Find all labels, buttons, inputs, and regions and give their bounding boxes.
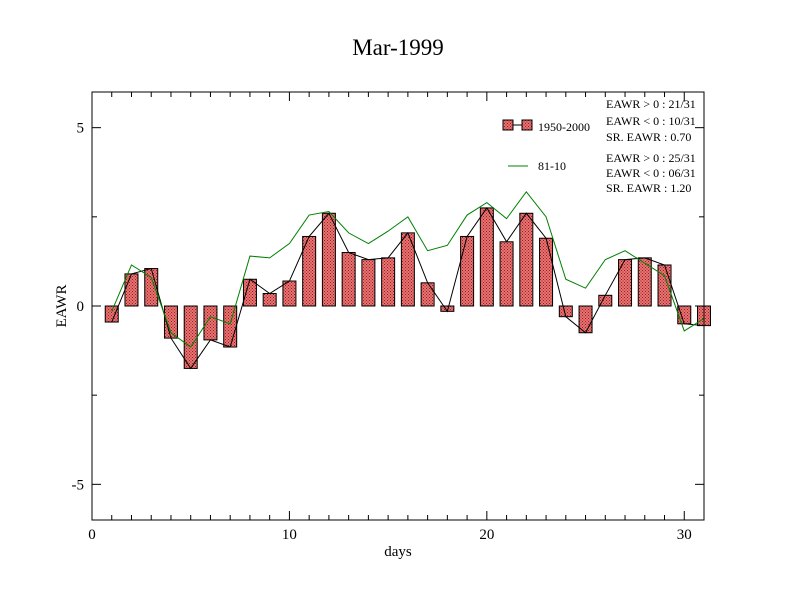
y-tick-label: -5	[72, 477, 85, 493]
x-tick-label: 20	[479, 527, 494, 543]
legend-label-1950-2000: 1950-2000	[538, 120, 590, 134]
legend: 1950-2000 81-10	[502, 119, 590, 173]
chart-title: Mar-1999	[352, 35, 444, 60]
bar	[499, 241, 514, 307]
bar	[381, 257, 396, 307]
bar	[420, 282, 435, 307]
bar	[479, 207, 494, 307]
stats-annotations: EAWR > 0 : 21/31 EAWR < 0 : 10/31 SR. EA…	[606, 97, 696, 195]
bar	[637, 257, 652, 307]
x-tick-label: 10	[282, 527, 297, 543]
bar	[519, 212, 534, 307]
stat-line: SR. EAWR : 0.70	[606, 130, 691, 144]
y-tick-label: 5	[77, 121, 85, 137]
bar	[223, 305, 238, 348]
bar	[262, 293, 277, 307]
legend-swatch-bar-1	[502, 119, 514, 131]
stat-line: EAWR < 0 : 06/31	[606, 166, 696, 180]
bar	[124, 273, 139, 307]
bar	[242, 278, 257, 307]
bar	[282, 280, 297, 307]
x-axis-label: days	[384, 544, 412, 560]
stat-line: EAWR > 0 : 21/31	[606, 97, 696, 111]
stat-line: EAWR < 0 : 10/31	[606, 114, 696, 128]
legend-swatch-bar-2	[521, 119, 533, 131]
bar-series-1950-2000	[104, 207, 711, 369]
x-tick-label: 30	[677, 527, 692, 543]
series-line-81-10	[111, 191, 705, 348]
bar	[104, 305, 119, 323]
bar	[618, 259, 633, 307]
bar	[657, 264, 672, 307]
line-series-group	[111, 191, 705, 370]
legend-label-81-10: 81-10	[538, 159, 566, 173]
stat-line: SR. EAWR : 1.20	[606, 181, 691, 195]
bar	[460, 235, 475, 307]
bar	[361, 259, 376, 307]
bar	[677, 305, 692, 325]
series-line-1950-2000	[111, 206, 705, 370]
axis-ticks: 0 10 20 30 -5 0 5	[72, 92, 705, 543]
bar	[183, 305, 198, 369]
bar	[539, 237, 554, 307]
y-tick-label: 0	[77, 299, 85, 315]
bar	[321, 212, 336, 307]
stat-line: EAWR > 0 : 25/31	[606, 151, 696, 165]
y-axis-label: EAWR	[54, 285, 70, 328]
x-tick-label: 0	[88, 527, 96, 543]
bar	[341, 252, 356, 307]
